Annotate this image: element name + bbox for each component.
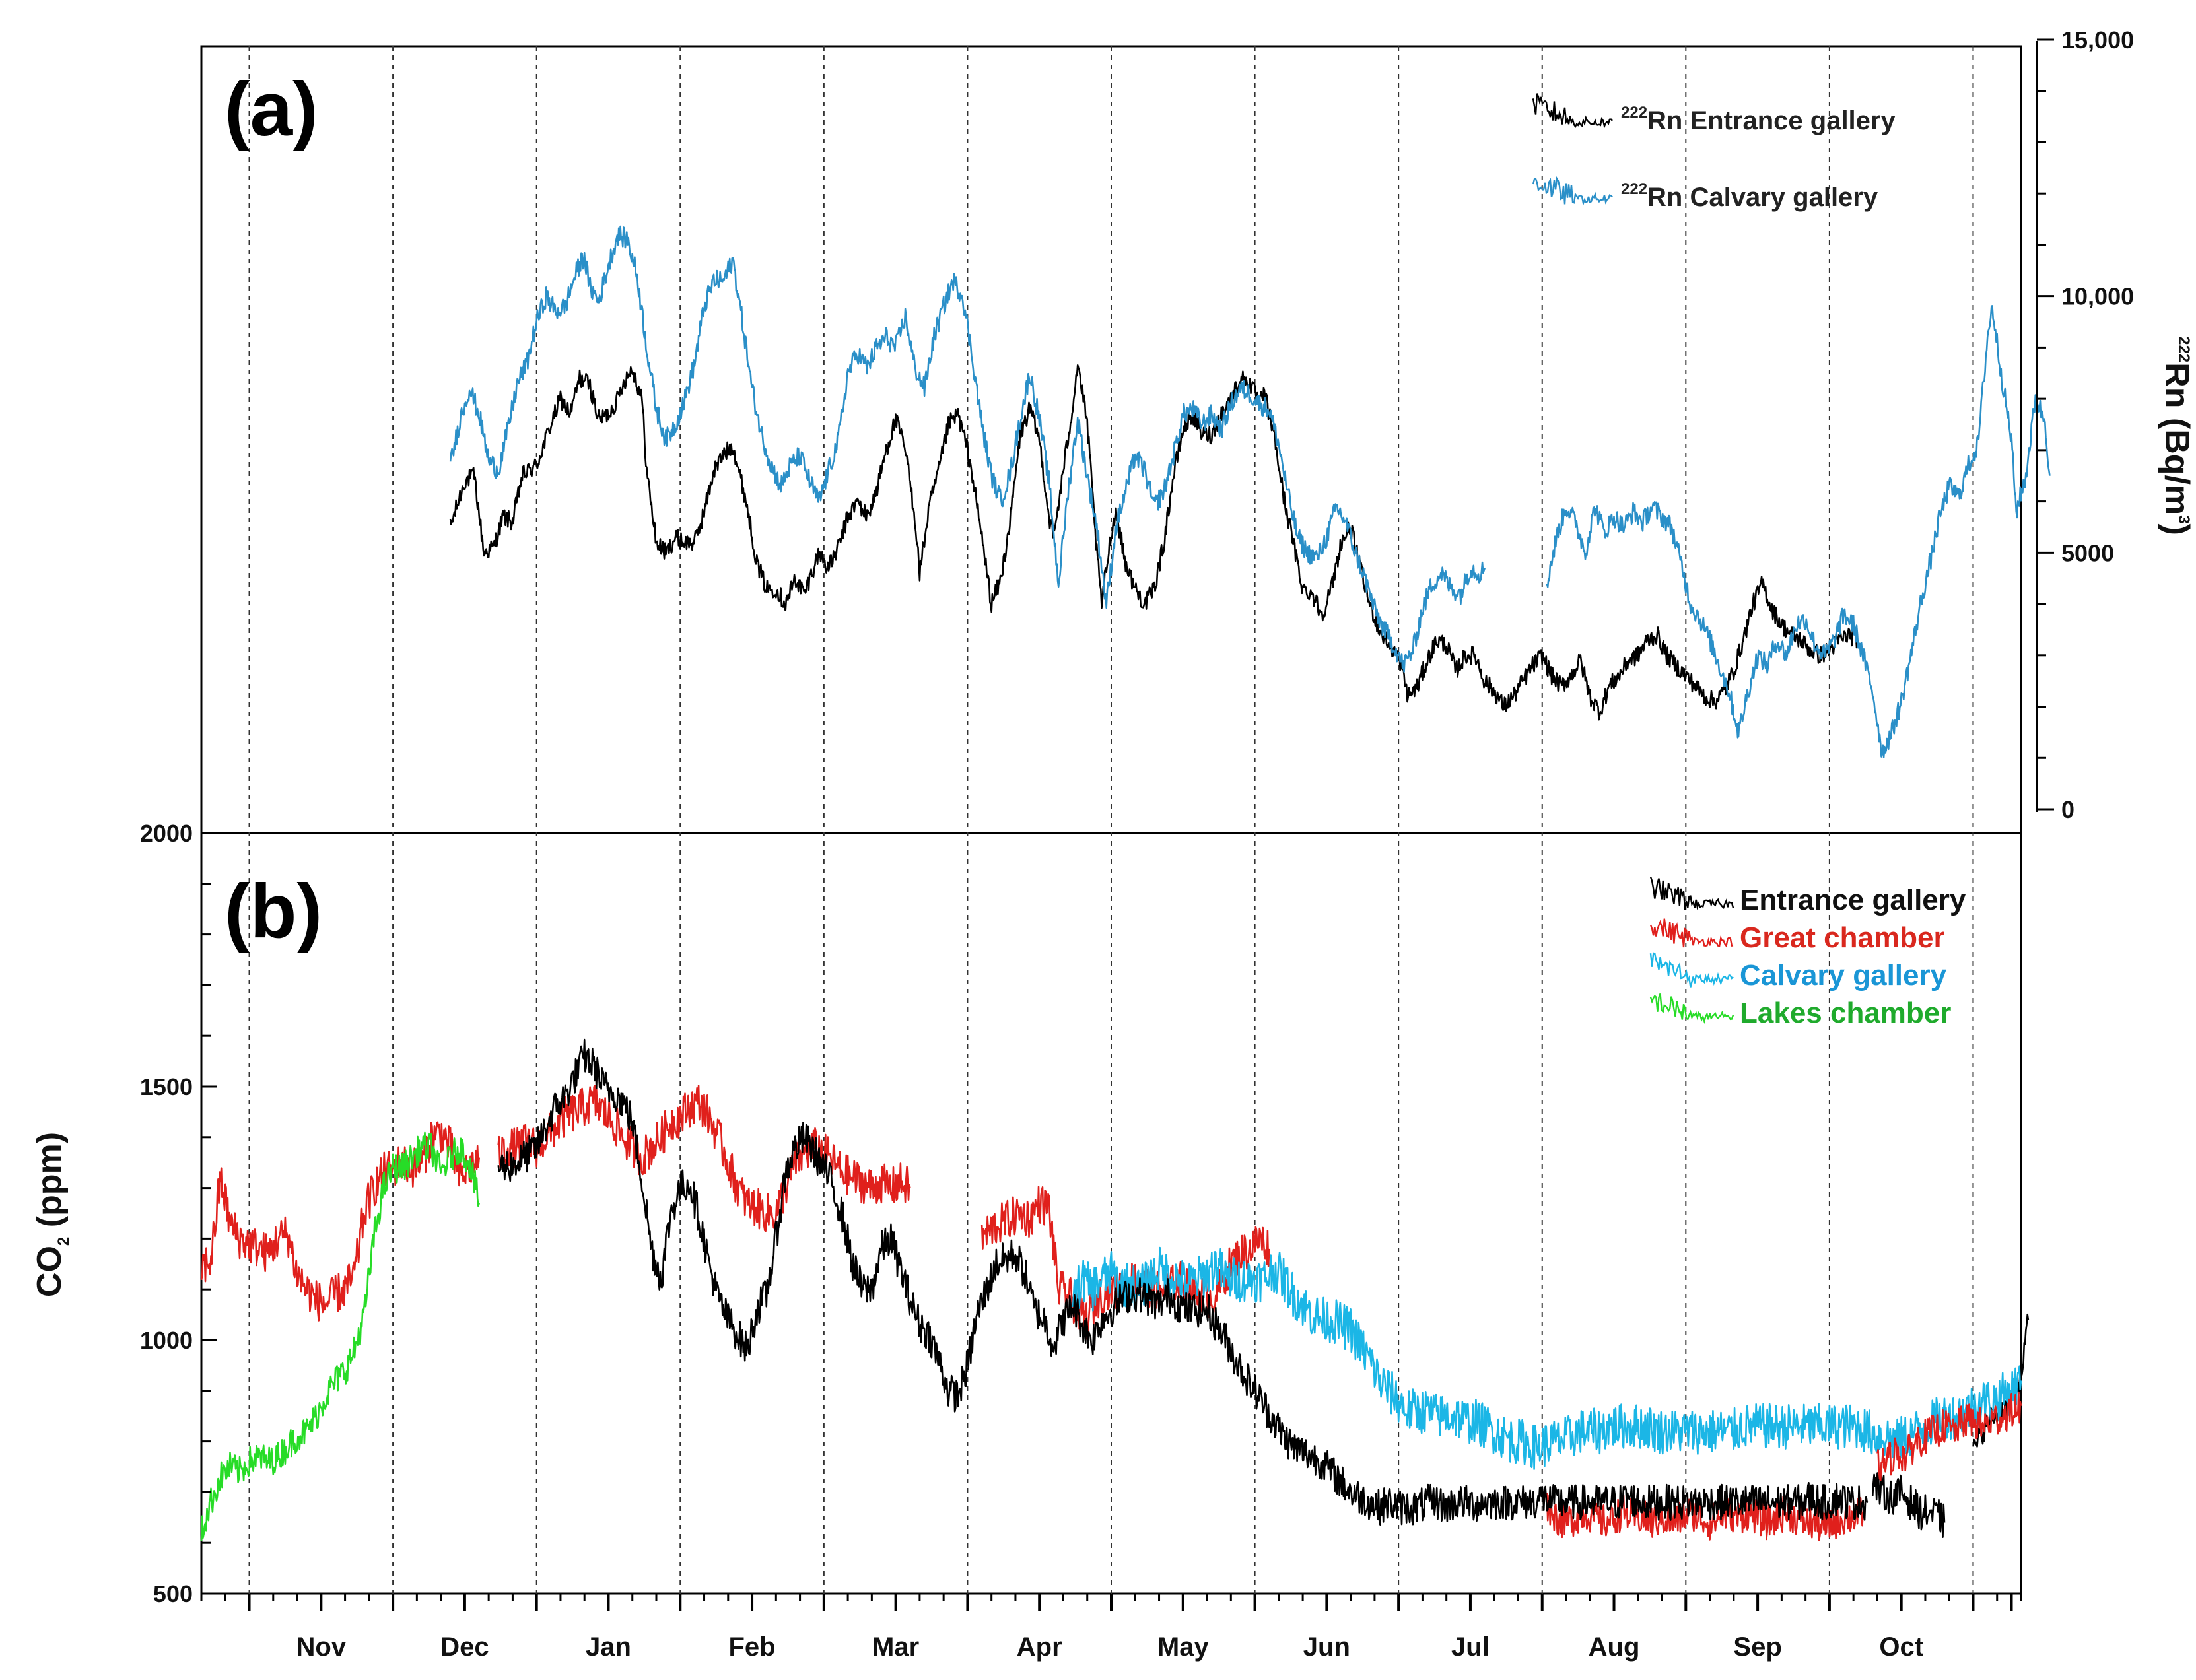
panel-a-y-tick-label: 5000: [2061, 539, 2114, 566]
panel-a-label: (a): [224, 66, 318, 152]
x-month-label: Sep: [1733, 1632, 1781, 1662]
series-line: [1871, 1472, 1946, 1538]
panel-a-y-tick-label: 15,000: [2061, 26, 2134, 53]
x-month-label: Oct: [1879, 1632, 1923, 1662]
panel-b-y-tick-label: 500: [153, 1580, 193, 1607]
panel-b-legend: Entrance gallery Great chamber Calvary g…: [1649, 877, 1966, 1029]
legend-lakes-chamber: Lakes chamber: [1740, 997, 1951, 1029]
legend-sample-line: [1532, 93, 1613, 129]
panel-a-y-tick-label: 0: [2061, 796, 2075, 823]
legend-sample-line: [1649, 952, 1734, 988]
legend-entrance-gallery-rn: 222Rn Entrance gallery: [1621, 104, 1896, 135]
legend-great-chamber: Great chamber: [1740, 922, 1945, 954]
panel-a-y-tick-label: 10,000: [2061, 283, 2134, 310]
legend-calvary-gallery-rn: 222Rn Calvary gallery: [1621, 180, 1878, 212]
x-month-label: Jun: [1303, 1632, 1350, 1662]
month-divider-lines: [248, 46, 1974, 1594]
series-line: [497, 1085, 911, 1232]
x-month-label: Jan: [586, 1632, 631, 1662]
series-line: [1546, 305, 2051, 758]
x-month-label: May: [1157, 1632, 1210, 1662]
panel-b-series: [200, 1038, 2030, 1541]
series-line: [200, 1131, 480, 1541]
legend-sample-entrance-gallery: [1649, 877, 1734, 910]
legend-calvary-gallery: Calvary gallery: [1740, 959, 1947, 991]
panel-b-y-tick-label: 1000: [140, 1327, 193, 1354]
x-month-label: Aug: [1589, 1632, 1640, 1662]
x-month-label: Nov: [296, 1632, 347, 1662]
series-line: [1876, 1391, 2022, 1481]
legend-sample-calvary-gallery: [1649, 952, 1734, 988]
panel-b-label: (b): [224, 868, 322, 954]
x-month-label: Feb: [728, 1632, 775, 1662]
legend-sample-line: [1532, 176, 1613, 207]
legend-sample-calvary-gallery-rn: [1532, 176, 1613, 207]
panel-a-series: [449, 225, 2051, 758]
series-line: [449, 364, 1859, 721]
x-month-label: Mar: [872, 1632, 919, 1662]
panel-b-y-tick-label: 1500: [140, 1073, 193, 1100]
legend-sample-line: [1649, 918, 1734, 948]
legend-sample-line: [1649, 993, 1734, 1025]
panel-b-y-tick-label: 2000: [140, 820, 193, 847]
x-month-label: Apr: [1017, 1632, 1062, 1662]
legend-sample-lakes-chamber: [1649, 993, 1734, 1025]
x-month-label: Jul: [1451, 1632, 1490, 1662]
legend-sample-entrance-gallery-rn: [1532, 93, 1613, 129]
x-axis: Nov Dec Jan Feb Mar Apr May Jun Jul Aug Sep Oct: [200, 1594, 2022, 1662]
panel-a-y-axis-title: 222Rn (Bq/m3): [2158, 336, 2196, 535]
legend-sample-line: [1649, 877, 1734, 910]
x-month-label: Dec: [440, 1632, 489, 1662]
series-line: [1072, 1246, 2022, 1470]
series-line: [497, 1038, 1869, 1526]
legend-entrance-gallery: Entrance gallery: [1740, 884, 1966, 916]
panel-a-legend: 222Rn Entrance gallery 222Rn Calvary gal…: [1532, 93, 1896, 212]
series-line: [200, 1121, 480, 1322]
legend-sample-great-chamber: [1649, 918, 1734, 948]
panel-b-y-axis: 500 1000 1500 2000: [140, 820, 217, 1607]
panel-b-y-axis-title: CO2 (ppm): [30, 1132, 73, 1297]
panel-a-y-axis: 0 5000 10,000 15,000: [2036, 26, 2134, 823]
series-line: [449, 225, 1486, 673]
